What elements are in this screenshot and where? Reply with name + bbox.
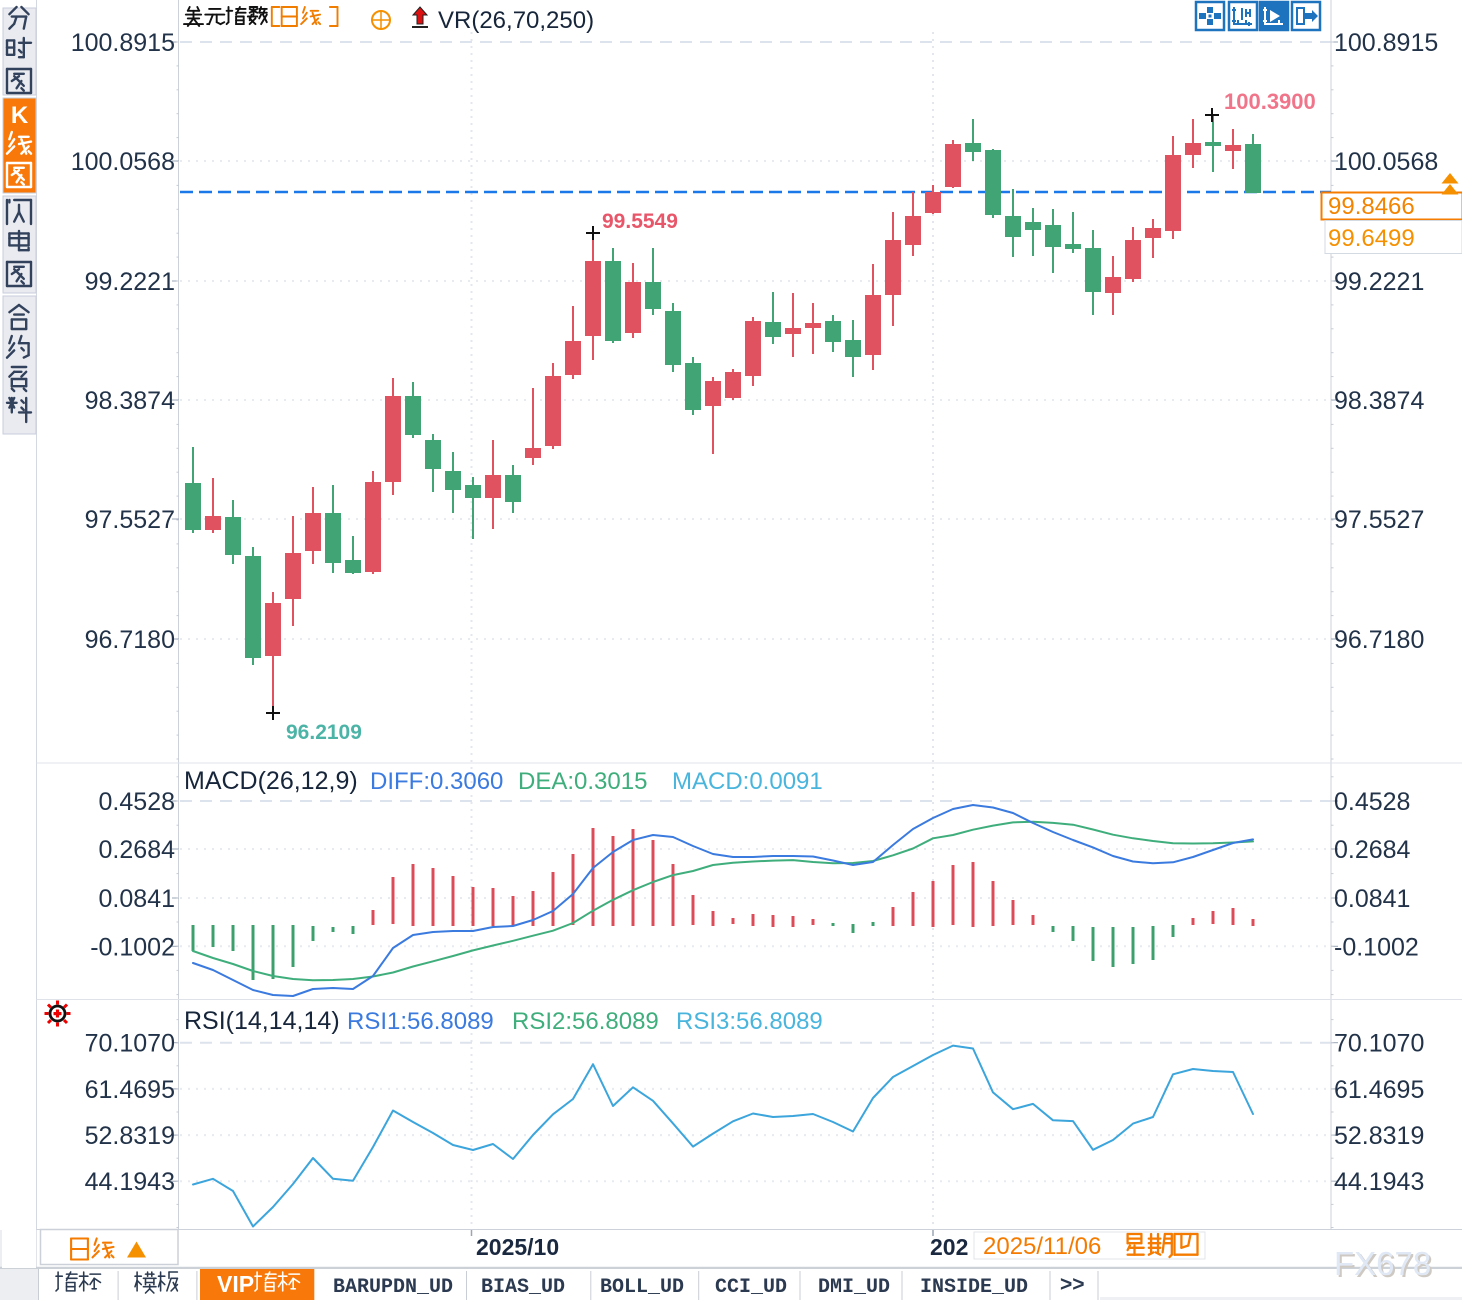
svg-text:99.6499: 99.6499 (1328, 225, 1415, 252)
svg-text:FX678: FX678 (1336, 1247, 1433, 1284)
svg-text:MACD(26,12,9): MACD(26,12,9) (184, 767, 358, 795)
svg-text:100.8915: 100.8915 (71, 29, 175, 57)
svg-text:52.8319: 52.8319 (1334, 1122, 1424, 1150)
svg-text:0.4528: 0.4528 (99, 788, 175, 816)
svg-text:MACD:0.0091: MACD:0.0091 (672, 768, 823, 795)
svg-text:100.3900: 100.3900 (1224, 89, 1316, 114)
svg-text:97.5527: 97.5527 (1334, 506, 1424, 534)
svg-text:97.5527: 97.5527 (85, 506, 175, 534)
svg-text:98.3874: 98.3874 (1334, 387, 1424, 415)
svg-text:96.7180: 96.7180 (85, 626, 175, 654)
svg-text:52.8319: 52.8319 (85, 1122, 175, 1150)
svg-text:0.2684: 0.2684 (99, 836, 176, 864)
svg-text:99.2221: 99.2221 (1334, 268, 1424, 296)
svg-text:0.0841: 0.0841 (99, 885, 175, 913)
svg-text:BIAS_UD: BIAS_UD (481, 1276, 565, 1299)
svg-text:0.0841: 0.0841 (1334, 885, 1410, 913)
svg-text:44.1943: 44.1943 (85, 1168, 175, 1196)
svg-text:0.4528: 0.4528 (1334, 788, 1410, 816)
svg-text:61.4695: 61.4695 (85, 1076, 175, 1104)
svg-text:99.2221: 99.2221 (85, 268, 175, 296)
svg-text:RSI3:56.8089: RSI3:56.8089 (676, 1008, 823, 1035)
svg-text:2025/11/06: 2025/11/06 (983, 1233, 1101, 1260)
svg-text:70.1070: 70.1070 (1334, 1030, 1424, 1058)
svg-text:96.2109: 96.2109 (286, 721, 362, 744)
svg-text:-0.1002: -0.1002 (1334, 933, 1419, 961)
svg-text:96.7180: 96.7180 (1334, 626, 1424, 654)
svg-text:100.0568: 100.0568 (71, 148, 175, 176)
svg-text:2025/10: 2025/10 (476, 1234, 559, 1260)
svg-text:99.8466: 99.8466 (1328, 193, 1415, 220)
svg-text:FX678: FX678 (1334, 1245, 1431, 1282)
svg-text:202: 202 (930, 1234, 968, 1260)
svg-text:100.8915: 100.8915 (1334, 29, 1438, 57)
svg-text:BARUPDN_UD: BARUPDN_UD (333, 1276, 453, 1299)
svg-text:DMI_UD: DMI_UD (818, 1276, 890, 1299)
svg-text:61.4695: 61.4695 (1334, 1076, 1424, 1104)
svg-text:-0.1002: -0.1002 (90, 933, 175, 961)
svg-text:0.2684: 0.2684 (1334, 836, 1411, 864)
svg-text:K: K (11, 102, 29, 129)
svg-text:44.1943: 44.1943 (1334, 1168, 1424, 1196)
svg-text:INSIDE_UD: INSIDE_UD (920, 1276, 1028, 1299)
svg-text:RSI(14,14,14): RSI(14,14,14) (184, 1007, 340, 1035)
svg-text:VIP: VIP (217, 1271, 254, 1297)
svg-text:DEA:0.3015: DEA:0.3015 (518, 768, 647, 795)
svg-text:RSI1:56.8089: RSI1:56.8089 (347, 1008, 494, 1035)
svg-text:70.1070: 70.1070 (85, 1030, 175, 1058)
svg-text:DIFF:0.3060: DIFF:0.3060 (370, 768, 503, 795)
svg-text:99.5549: 99.5549 (602, 210, 678, 233)
svg-text:>>: >> (1060, 1273, 1085, 1296)
svg-text:100.0568: 100.0568 (1334, 148, 1438, 176)
svg-text:BOLL_UD: BOLL_UD (600, 1276, 684, 1299)
svg-text:VR(26,70,250): VR(26,70,250) (438, 7, 594, 34)
svg-text:RSI2:56.8089: RSI2:56.8089 (512, 1008, 659, 1035)
svg-text:98.3874: 98.3874 (85, 387, 175, 415)
svg-text:CCI_UD: CCI_UD (715, 1276, 787, 1299)
